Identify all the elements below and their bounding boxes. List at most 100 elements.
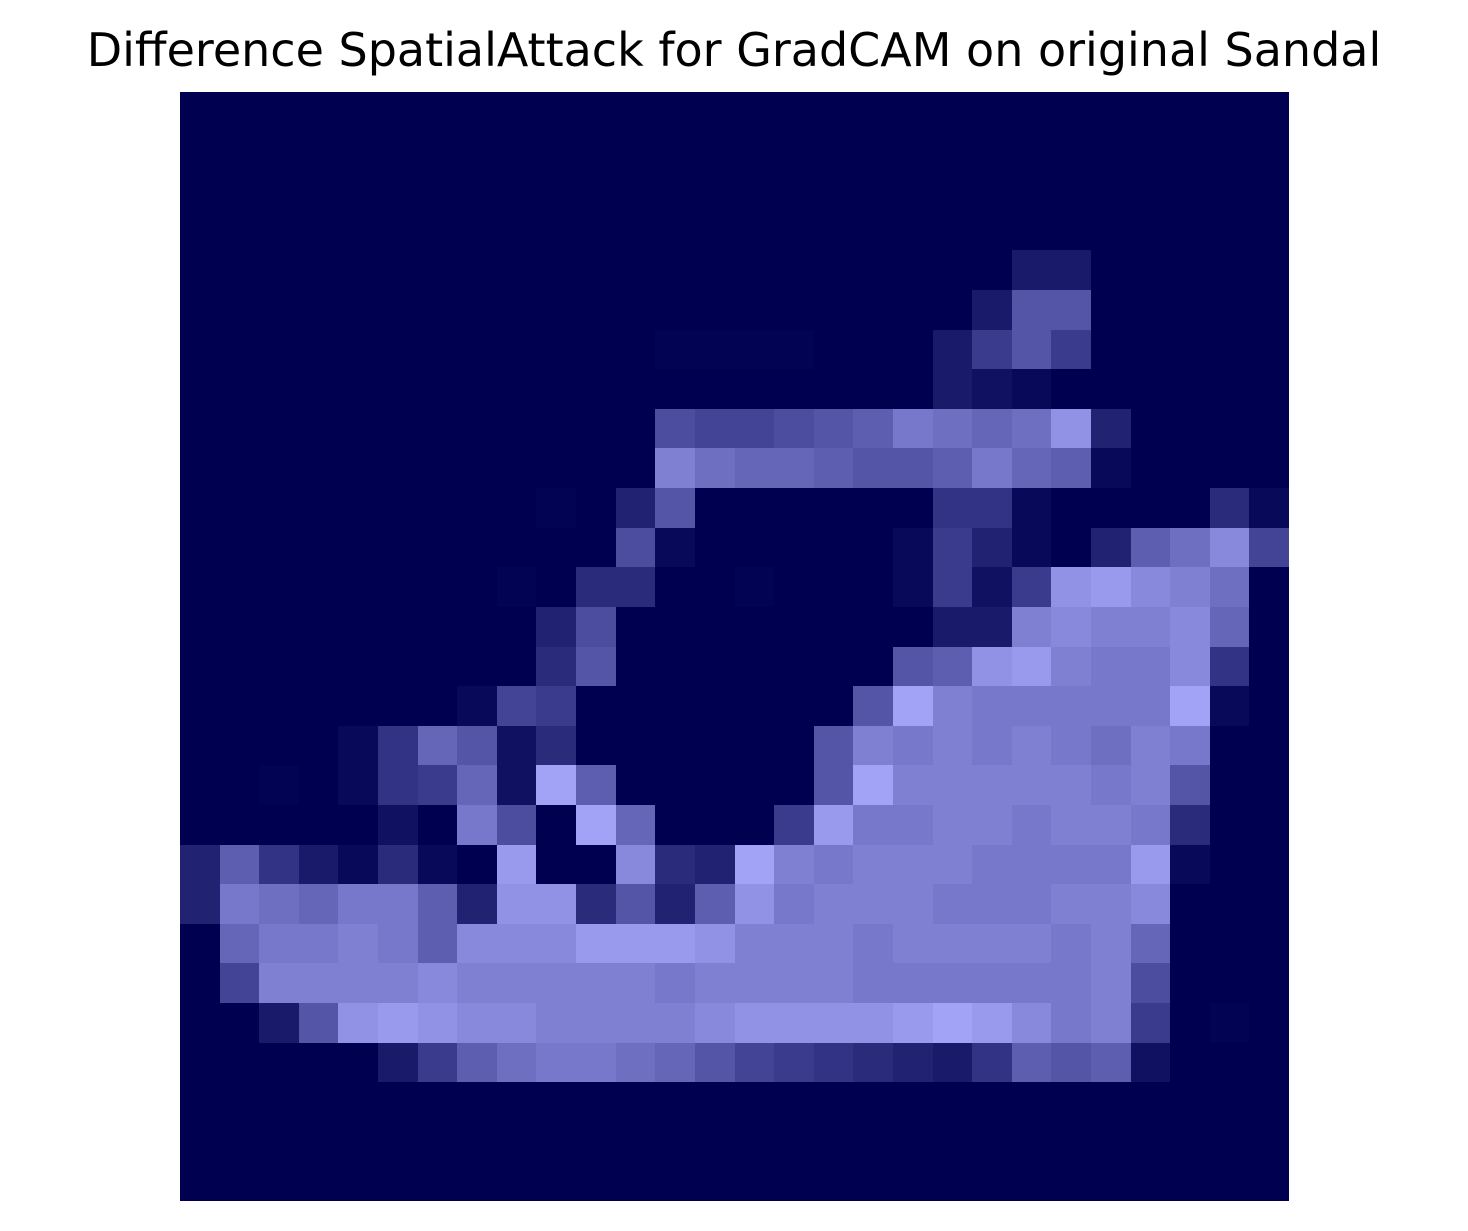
heatmap-cell [655, 132, 695, 171]
heatmap-cell [1131, 448, 1170, 488]
heatmap-cell [972, 1082, 1012, 1122]
heatmap-cell [655, 488, 695, 528]
heatmap-cell [576, 1043, 616, 1082]
heatmap-cell [1012, 924, 1051, 963]
heatmap-cell [1131, 607, 1170, 647]
heatmap-cell [735, 488, 774, 528]
heatmap-cell [1170, 765, 1210, 805]
heatmap-cell [814, 488, 853, 528]
heatmap-cell [457, 171, 497, 211]
heatmap-cell [695, 290, 735, 330]
heatmap-cell [378, 884, 418, 924]
heatmap-cell [1012, 1082, 1051, 1122]
heatmap-cell [1210, 607, 1249, 647]
heatmap-cell [655, 805, 695, 845]
heatmap-cell [338, 647, 378, 686]
heatmap-cell [972, 567, 1012, 607]
heatmap-cell [576, 765, 616, 805]
heatmap-cell [933, 250, 972, 290]
heatmap-cell [180, 726, 220, 765]
heatmap-cell [576, 1122, 616, 1161]
heatmap-cell [1210, 1082, 1249, 1122]
heatmap-cell [893, 924, 933, 963]
heatmap-cell [1249, 1161, 1289, 1201]
heatmap-cell [220, 369, 259, 409]
heatmap-cell [695, 805, 735, 845]
heatmap-cell [180, 1043, 220, 1082]
heatmap-cell [180, 448, 220, 488]
heatmap-cell [735, 845, 774, 884]
heatmap-cell [1131, 765, 1170, 805]
heatmap-cell [378, 924, 418, 963]
heatmap-cell [1131, 1003, 1170, 1043]
heatmap-cell [536, 290, 576, 330]
heatmap-cell [616, 963, 655, 1003]
heatmap-cell [774, 845, 814, 884]
heatmap-cell [457, 330, 497, 369]
heatmap-cell [853, 924, 893, 963]
heatmap-cell [1051, 1161, 1091, 1201]
heatmap-cell [220, 845, 259, 884]
heatmap-cell [1091, 132, 1131, 171]
heatmap-cell [536, 1122, 576, 1161]
heatmap-cell [774, 805, 814, 845]
heatmap-cell [735, 726, 774, 765]
heatmap-cell [1131, 132, 1170, 171]
heatmap-cell [933, 607, 972, 647]
heatmap-cell [972, 132, 1012, 171]
heatmap-cell [1210, 528, 1249, 567]
heatmap-cell [655, 686, 695, 726]
heatmap-cell [418, 250, 457, 290]
heatmap-cell [1051, 765, 1091, 805]
heatmap-cell [1249, 409, 1289, 448]
heatmap-cell [1131, 528, 1170, 567]
heatmap-cell [853, 1161, 893, 1201]
heatmap-cell [616, 488, 655, 528]
heatmap-cell [378, 963, 418, 1003]
heatmap-cell [853, 1122, 893, 1161]
heatmap-cell [616, 1082, 655, 1122]
heatmap-cell [180, 963, 220, 1003]
heatmap-cell [299, 567, 338, 607]
heatmap-cell [536, 528, 576, 567]
heatmap-cell [853, 528, 893, 567]
heatmap-cell [933, 92, 972, 132]
heatmap-cell [180, 211, 220, 250]
heatmap-cell [299, 924, 338, 963]
heatmap-cell [655, 924, 695, 963]
heatmap-cell [180, 924, 220, 963]
heatmap-cell [576, 409, 616, 448]
heatmap-cell [814, 845, 853, 884]
heatmap-cell [1170, 330, 1210, 369]
heatmap-cell [180, 488, 220, 528]
heatmap-cell [497, 765, 536, 805]
heatmap-cell [655, 1122, 695, 1161]
heatmap-cell [259, 92, 299, 132]
heatmap-cell [735, 1161, 774, 1201]
heatmap-cell [1249, 330, 1289, 369]
heatmap-cell [1051, 963, 1091, 1003]
heatmap-cell [853, 488, 893, 528]
heatmap-cell [933, 845, 972, 884]
heatmap-cell [1249, 1043, 1289, 1082]
heatmap-cell [1210, 1161, 1249, 1201]
heatmap-cell [695, 330, 735, 369]
heatmap-cell [536, 92, 576, 132]
heatmap-cell [220, 647, 259, 686]
heatmap-cell [695, 250, 735, 290]
heatmap-cell [616, 211, 655, 250]
heatmap-cell [576, 488, 616, 528]
heatmap-cell [1131, 369, 1170, 409]
heatmap-cell [1249, 171, 1289, 211]
heatmap-cell [972, 171, 1012, 211]
chart-title: Difference SpatialAttack for GradCAM on … [86, 23, 1382, 77]
heatmap-cell [536, 211, 576, 250]
heatmap-cell [933, 1003, 972, 1043]
heatmap-cell [338, 211, 378, 250]
heatmap-cell [1012, 92, 1051, 132]
heatmap-cell [1249, 132, 1289, 171]
heatmap-cell [1210, 330, 1249, 369]
heatmap-cell [1012, 726, 1051, 765]
heatmap-cell [497, 726, 536, 765]
heatmap-cell [536, 845, 576, 884]
